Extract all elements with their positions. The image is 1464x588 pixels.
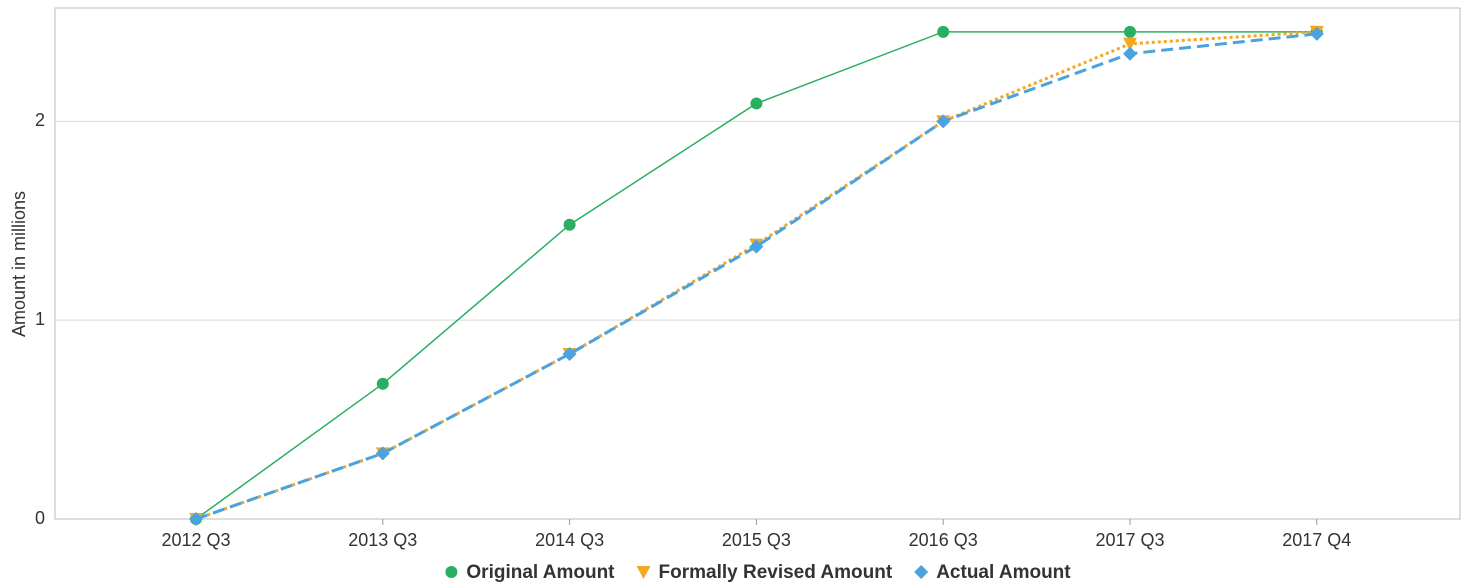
marker [1124,25,1136,38]
y-tick-label: 1 [35,309,45,329]
marker [937,25,950,38]
marker [936,114,951,129]
marker [445,566,458,578]
marker [636,566,651,579]
marker [189,512,203,526]
legend: Original Amount Formally Revised Amount Ac… [445,562,1071,583]
marker [914,565,929,579]
x-tick-label: 2014 Q3 [535,530,604,550]
marker [750,97,763,110]
marker [563,218,576,231]
marker [375,446,390,461]
marker [376,377,389,390]
y-tick-label: 2 [35,110,45,130]
plot-frame [54,7,1461,520]
x-tick-label: 2013 Q3 [348,530,417,550]
marker [1123,46,1137,61]
legend-label: Formally Revised Amount [659,562,893,583]
y-tick-label: 0 [35,508,45,528]
x-tick-label: 2017 Q3 [1095,530,1164,550]
y-axis-label: Amount in millions [9,191,29,337]
x-tick-label: 2012 Q3 [161,530,230,550]
x-tick-label: 2015 Q3 [722,530,791,550]
marker [1123,37,1137,51]
marker [1309,26,1324,41]
x-tick-label: 2017 Q4 [1282,530,1351,550]
marker [562,346,577,361]
marker [749,239,764,254]
x-tick-label: 2016 Q3 [909,530,978,550]
legend-label: Original Amount [466,562,615,583]
legend-label: Actual Amount [936,562,1071,583]
